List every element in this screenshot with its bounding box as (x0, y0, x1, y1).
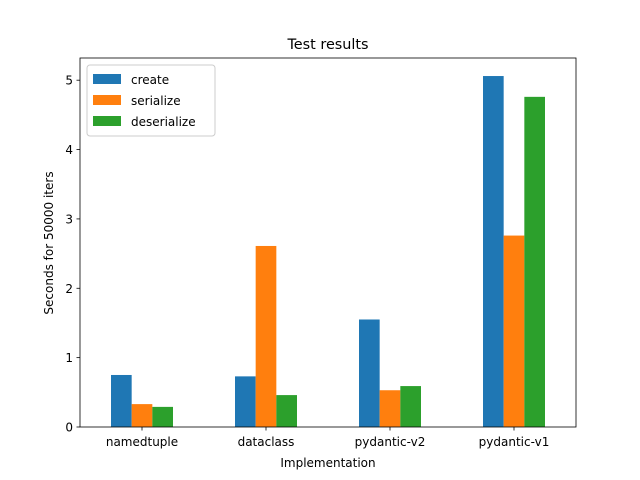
bar-deserialize-dataclass (276, 395, 297, 427)
y-axis-label: Seconds for 50000 iters (42, 171, 56, 314)
bar-serialize-dataclass (255, 245, 277, 427)
bar-deserialize-pydantic-v1 (524, 96, 545, 427)
bar-create-namedtuple (111, 374, 132, 427)
y-tick-label: 0 (65, 421, 73, 435)
y-tick-label: 5 (65, 74, 73, 88)
legend-swatch-create (93, 74, 121, 84)
bar-serialize-pydantic-v2 (379, 390, 401, 427)
y-tick-label: 4 (65, 143, 73, 157)
x-tick-label: dataclass (238, 435, 295, 449)
legend-label-deserialize: deserialize (131, 115, 196, 129)
bar-deserialize-pydantic-v2 (400, 386, 421, 427)
legend-label-create: create (131, 73, 169, 87)
legend: create serialize deserialize (86, 64, 216, 137)
bar-serialize-namedtuple (131, 404, 153, 427)
y-tick-label: 2 (65, 282, 73, 296)
bar-create-pydantic-v1 (483, 76, 504, 427)
plot-frame (79, 57, 577, 428)
bar-create-pydantic-v2 (359, 319, 380, 427)
x-tick-label: pydantic-v1 (479, 435, 550, 449)
bar-serialize-pydantic-v1 (503, 235, 525, 427)
legend-swatch-deserialize (93, 116, 121, 126)
x-axis-label: Implementation (280, 456, 375, 470)
legend-swatch-serialize (93, 95, 121, 105)
bar-deserialize-namedtuple (152, 406, 173, 427)
y-tick-label: 3 (65, 212, 73, 226)
legend-label-serialize: serialize (131, 94, 181, 108)
x-tick-label: namedtuple (106, 435, 178, 449)
bar-create-dataclass (235, 376, 256, 427)
chart-title: Test results (286, 37, 368, 53)
axes-layer: namedtuple dataclass pydantic-v2 pydantic-v… (65, 57, 577, 449)
x-tick-label: pydantic-v2 (355, 435, 426, 449)
y-tick-label: 1 (65, 351, 73, 365)
bars-layer (111, 76, 545, 427)
